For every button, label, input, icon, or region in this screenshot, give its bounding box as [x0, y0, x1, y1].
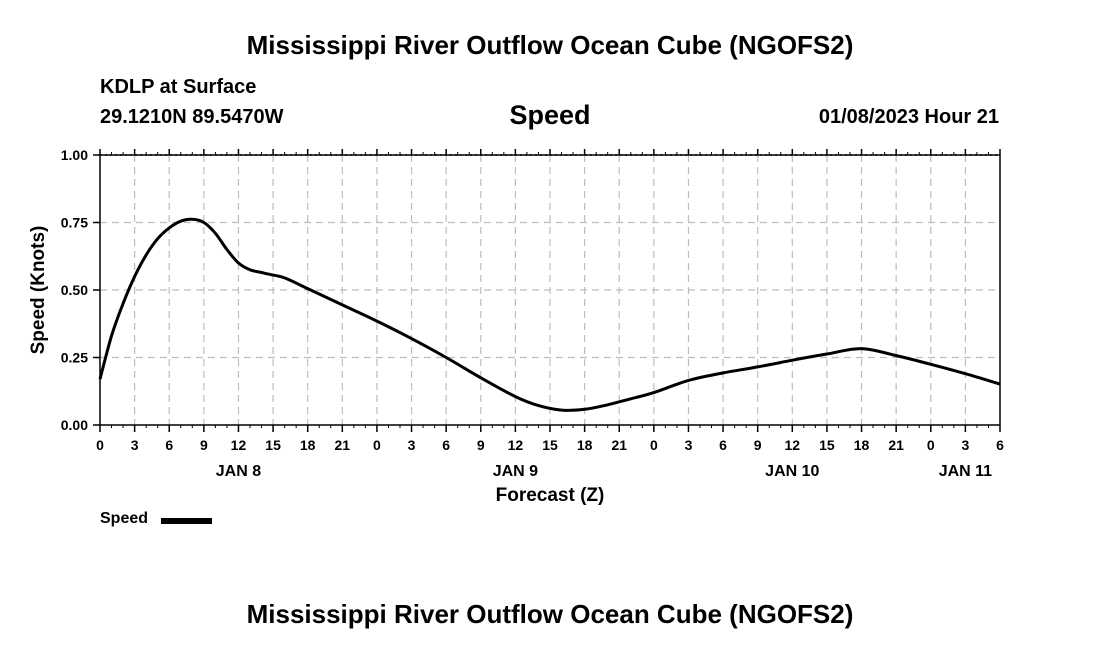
x-axis-label: Forecast (Z) — [496, 485, 605, 506]
legend-label: Speed — [100, 510, 149, 527]
x-tick-label: 9 — [200, 437, 208, 453]
x-tick-label: 3 — [131, 437, 139, 453]
x-tick-label: 15 — [265, 437, 281, 453]
chart-title: Speed — [509, 100, 591, 130]
x-tick-label: 3 — [961, 437, 969, 453]
x-tick-label: 6 — [996, 437, 1004, 453]
x-tick-label: 15 — [819, 437, 835, 453]
x-tick-label: 3 — [685, 437, 693, 453]
forecast-datetime: 01/08/2023 Hour 21 — [818, 106, 999, 128]
station-name: KDLP at Surface — [100, 76, 257, 98]
x-tick-label: 6 — [165, 437, 173, 453]
x-tick-label: 0 — [927, 437, 935, 453]
station-coordinates: 29.1210N 89.5470W — [100, 106, 284, 128]
x-tick-label: 21 — [335, 437, 351, 453]
x-tick-label: 15 — [542, 437, 558, 453]
x-tick-label: 9 — [754, 437, 762, 453]
x-tick-label: 9 — [477, 437, 485, 453]
date-label: JAN 10 — [765, 463, 819, 480]
x-tick-label: 12 — [508, 437, 524, 453]
y-tick-label: 0.50 — [61, 282, 88, 298]
grid — [100, 154, 1000, 425]
y-tick-label: 0.75 — [61, 215, 88, 231]
x-tick-label: 0 — [373, 437, 381, 453]
x-tick-label: 6 — [719, 437, 727, 453]
x-tick-label: 18 — [577, 437, 593, 453]
x-tick-label: 21 — [611, 437, 627, 453]
x-tick-label: 3 — [408, 437, 416, 453]
x-tick-label: 18 — [300, 437, 316, 453]
x-tick-label: 6 — [442, 437, 450, 453]
page-title: Mississippi River Outflow Ocean Cube (NG… — [246, 30, 854, 60]
series-layer — [98, 217, 1001, 412]
date-label: JAN 11 — [939, 463, 992, 480]
y-tick-label: 1.00 — [61, 147, 88, 163]
date-label: JAN 8 — [216, 463, 261, 480]
y-axis-label: Speed (Knots) — [28, 226, 49, 355]
x-tick-label: 0 — [650, 437, 658, 453]
x-tick-label: 12 — [231, 437, 247, 453]
plot-frame — [99, 154, 1001, 426]
date-label: JAN 9 — [493, 463, 538, 480]
x-tick-label: 18 — [854, 437, 870, 453]
y-tick-label: 0.25 — [61, 350, 88, 366]
x-tick-label: 0 — [96, 437, 104, 453]
footer-title: Mississippi River Outflow Ocean Cube (NG… — [246, 599, 854, 629]
y-tick-label: 0.00 — [61, 417, 88, 433]
legend-swatch — [161, 518, 212, 524]
x-tick-label: 12 — [785, 437, 801, 453]
series-line-speed — [98, 217, 1001, 412]
x-tick-label: 21 — [888, 437, 904, 453]
axis-labels: 0 3 6 9 12 15 18 21 0 3 6 9 12 15 18 21 0 3 6 9 12 15 18 21 0 3 6 0… — [28, 147, 1004, 506]
